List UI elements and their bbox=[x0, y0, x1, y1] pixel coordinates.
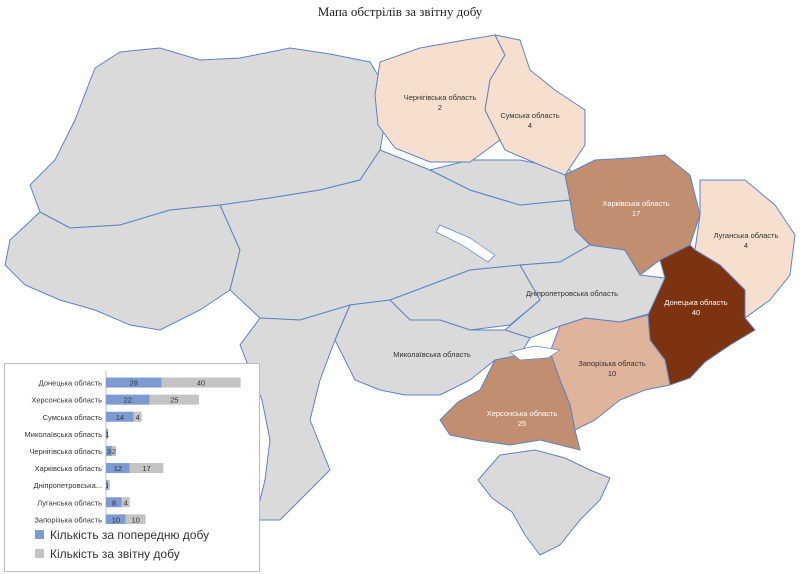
category-label: Луганська область bbox=[37, 498, 102, 507]
data-label: 40 bbox=[197, 379, 205, 388]
legend-swatch-curr bbox=[35, 549, 44, 558]
label-kharkiv-value: 17 bbox=[632, 209, 640, 218]
label-dnipropetrovsk-name: Дніпропетровська область bbox=[526, 289, 618, 298]
bar-prev bbox=[106, 463, 130, 474]
data-label: 1 bbox=[105, 481, 109, 490]
data-label: 8 bbox=[112, 498, 116, 507]
bar-curr bbox=[129, 463, 164, 474]
label-kharkiv-name: Харківська область bbox=[602, 199, 669, 208]
bar-curr bbox=[161, 377, 241, 388]
bar-prev bbox=[106, 394, 150, 405]
data-label: 28 bbox=[130, 379, 138, 388]
bar-prev bbox=[106, 445, 112, 456]
data-label: 12 bbox=[114, 464, 122, 473]
bar-curr bbox=[121, 497, 130, 508]
region-luhansk[interactable] bbox=[694, 179, 796, 319]
legend-item-curr: Кількість за звітну добу bbox=[35, 544, 209, 563]
label-zaporizhzhia-value: 10 bbox=[608, 369, 616, 378]
data-label: 3 bbox=[107, 447, 111, 456]
data-label: 4 bbox=[124, 498, 128, 507]
data-label: 14 bbox=[116, 413, 124, 422]
label-zaporizhzhia-name: Запорізька область bbox=[578, 359, 646, 368]
label-donetsk-value: 40 bbox=[692, 308, 700, 317]
data-label: 2 bbox=[112, 447, 116, 456]
legend-label-prev: Кількість за попередню добу bbox=[50, 527, 210, 542]
label-kherson-value: 25 bbox=[518, 419, 526, 428]
data-label: 10 bbox=[112, 515, 120, 524]
label-luhansk-name: Луганська область bbox=[714, 231, 779, 240]
label-chernihiv-name: Чернігівська область bbox=[404, 93, 477, 102]
data-label: 4 bbox=[136, 413, 140, 422]
bar-prev bbox=[106, 377, 162, 388]
dnipro-river bbox=[509, 345, 561, 361]
bar-curr bbox=[107, 480, 110, 491]
category-label: Донецька область bbox=[39, 379, 102, 388]
label-chernihiv-value: 2 bbox=[438, 103, 442, 112]
label-luhansk-value: 4 bbox=[744, 241, 748, 250]
category-label: Харківська область bbox=[35, 464, 102, 473]
legend-item-prev: Кількість за попередню добу bbox=[35, 525, 209, 544]
bar-prev bbox=[106, 497, 122, 508]
category-label: Дніпропетровська... bbox=[34, 481, 102, 490]
bar-prev bbox=[106, 514, 126, 524]
kremenchuk-reservoir bbox=[435, 224, 496, 263]
data-label: 17 bbox=[142, 464, 150, 473]
category-label: Херсонська область bbox=[31, 396, 102, 405]
data-label: 10 bbox=[132, 515, 140, 524]
bar-chart-panel: Донецька область 28 40 Херсонська область 22… bbox=[4, 363, 260, 572]
bar-prev bbox=[106, 428, 108, 439]
label-mykolaiv-name: Миколаївська область bbox=[393, 350, 471, 359]
legend-swatch-prev bbox=[35, 530, 44, 539]
category-label: Чернігівська область bbox=[29, 447, 102, 456]
label-sumy-name: Сумська область bbox=[500, 111, 559, 120]
bar-prev bbox=[106, 480, 108, 491]
map-title: Мапа обстрілів за звітну добу bbox=[317, 4, 483, 19]
bar-prev bbox=[106, 411, 134, 422]
chart-legend: Кількість за попередню добу Кількість за… bbox=[35, 525, 209, 563]
category-label: Запорізька область bbox=[34, 515, 102, 524]
bar-curr bbox=[111, 445, 116, 456]
region-kherson[interactable] bbox=[439, 351, 581, 451]
category-label: Сумська область bbox=[43, 413, 102, 422]
region-crimea[interactable] bbox=[477, 449, 611, 556]
data-label: 1 bbox=[105, 430, 109, 439]
bar-curr bbox=[125, 514, 146, 524]
data-label: 22 bbox=[124, 396, 132, 405]
label-sumy-value: 4 bbox=[528, 121, 532, 130]
legend-label-curr: Кількість за звітну добу bbox=[50, 546, 180, 561]
bar-curr bbox=[133, 411, 142, 422]
label-kherson-name: Херсонська область bbox=[487, 409, 558, 418]
bar-curr bbox=[149, 394, 200, 405]
label-donetsk-name: Донецька область bbox=[664, 298, 727, 307]
category-label: Миколаївська область bbox=[25, 430, 103, 439]
region-west-south[interactable] bbox=[4, 204, 241, 331]
data-label: 25 bbox=[170, 396, 178, 405]
